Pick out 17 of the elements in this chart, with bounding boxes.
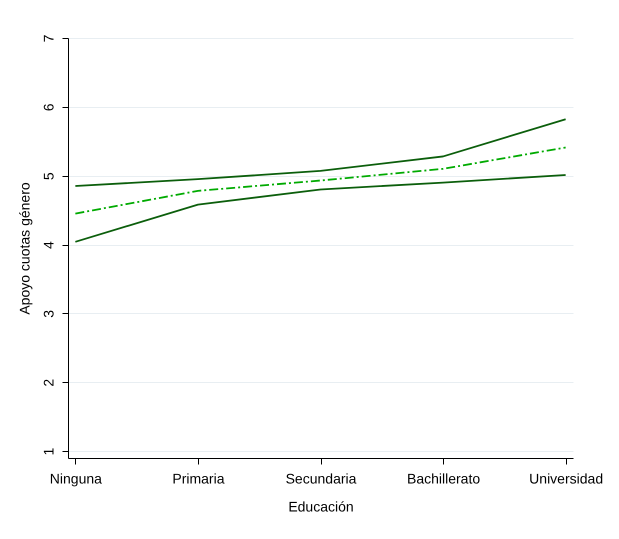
y-tick-label: 7 (40, 34, 56, 42)
y-axis-title: Apoyo cuotas género (16, 182, 32, 315)
x-tick-label: Primaria (172, 470, 225, 486)
x-tick-label: Secundaria (286, 470, 357, 486)
y-tick-label: 4 (40, 240, 56, 249)
x-tick-label: Ninguna (50, 470, 102, 486)
x-axis-title: Educación (288, 498, 354, 514)
x-tick-label: Bachillerato (406, 470, 480, 486)
line-series (74, 174, 567, 243)
line-series (74, 118, 567, 187)
y-tick-label: 6 (40, 103, 56, 112)
y-tick-label: 2 (40, 378, 56, 387)
y-tick-label: 5 (40, 172, 56, 180)
x-tick-label: Universidad (529, 470, 604, 486)
y-tick-label: 3 (40, 310, 56, 318)
y-tick-label: 1 (40, 448, 56, 456)
line-series (74, 146, 567, 214)
